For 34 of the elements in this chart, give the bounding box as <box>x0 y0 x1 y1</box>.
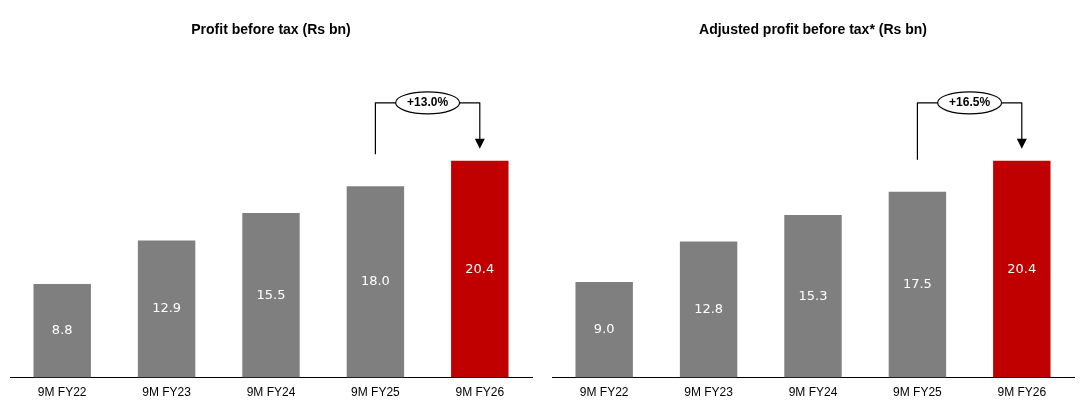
bar <box>993 160 1051 378</box>
text: +16.5% <box>949 95 991 110</box>
x-tick-label: 9M FY26 <box>997 385 1047 400</box>
bar <box>137 240 196 378</box>
data-label: 15.3 <box>798 287 828 303</box>
x-tick-label: 9M FY24 <box>246 385 296 400</box>
data-label: 12.8 <box>694 300 724 316</box>
data-label: 20.4 <box>465 260 495 276</box>
x-tick-label: 9M FY26 <box>455 385 505 400</box>
bar <box>33 284 91 378</box>
data-label: 8.8 <box>51 322 73 338</box>
chart-title: Profit before tax (Rs bn) <box>191 21 351 38</box>
chart-title: Adjusted profit before tax* (Rs bn) <box>699 21 927 38</box>
bar <box>784 215 842 378</box>
x-tick-label: 9M FY23 <box>142 385 192 400</box>
bar <box>888 191 947 378</box>
bar <box>679 241 738 378</box>
bar <box>346 186 405 378</box>
data-label: 12.9 <box>152 300 182 316</box>
data-label: 20.4 <box>1007 260 1037 276</box>
data-label: 17.5 <box>902 275 932 291</box>
data-label: 18.0 <box>360 273 390 289</box>
x-tick-label: 9M FY24 <box>788 385 838 400</box>
bar <box>242 212 300 378</box>
bar <box>451 160 509 378</box>
x-tick-label: 9M FY22 <box>579 385 629 400</box>
data-label: 9.0 <box>593 321 615 337</box>
text: +13.0% <box>407 95 449 110</box>
x-tick-label: 9M FY23 <box>684 385 734 400</box>
x-tick-label: 9M FY25 <box>351 385 401 400</box>
x-tick-label: 9M FY25 <box>893 385 943 400</box>
data-label: 15.5 <box>256 286 286 302</box>
x-tick-label: 9M FY22 <box>37 385 87 400</box>
bar <box>575 281 633 378</box>
